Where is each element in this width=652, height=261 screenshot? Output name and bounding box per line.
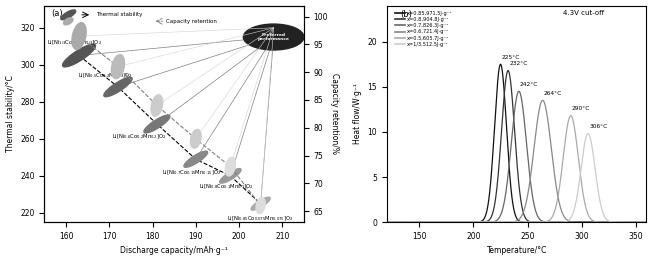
Text: 264°C: 264°C	[544, 91, 562, 96]
Ellipse shape	[251, 197, 270, 210]
Ellipse shape	[63, 18, 73, 25]
Circle shape	[243, 24, 304, 50]
Ellipse shape	[225, 157, 235, 176]
Legend: x=0.85,971.5J·g⁻¹, x=0.8,904.8J·g⁻¹, x=0.7,826.3J·g⁻¹, x=0.6,721.4J·g⁻¹, x=0.5,6: x=0.85,971.5J·g⁻¹, x=0.8,904.8J·g⁻¹, x=0…	[393, 9, 454, 49]
Ellipse shape	[220, 169, 241, 183]
Ellipse shape	[104, 77, 132, 97]
Text: Li[Ni$_{0.85}$Co$_{0.075}$Mn$_{0.075}$]O$_2$: Li[Ni$_{0.85}$Co$_{0.075}$Mn$_{0.075}$]O…	[228, 214, 294, 223]
Ellipse shape	[190, 129, 201, 148]
Y-axis label: Heat flow/W·g⁻¹: Heat flow/W·g⁻¹	[353, 84, 362, 144]
Text: 225°C: 225°C	[501, 55, 520, 60]
Ellipse shape	[184, 151, 207, 167]
Text: Li[Ni$_{1/3}$Co$_{1/3}$Mn$_{1/3}$]O$_2$: Li[Ni$_{1/3}$Co$_{1/3}$Mn$_{1/3}$]O$_2$	[47, 38, 102, 47]
X-axis label: Discharge capacity/mAh·g⁻¹: Discharge capacity/mAh·g⁻¹	[121, 246, 228, 256]
Ellipse shape	[111, 55, 125, 79]
Y-axis label: Thermal stability/°C: Thermal stability/°C	[6, 75, 14, 152]
Text: Thermal stability: Thermal stability	[96, 12, 143, 17]
Text: 306°C: 306°C	[589, 124, 608, 129]
Text: 232°C: 232°C	[509, 61, 527, 66]
Y-axis label: Capacity retention/%: Capacity retention/%	[330, 73, 339, 154]
Text: Capacity retention: Capacity retention	[166, 19, 216, 24]
Text: Li[Ni$_{0.8}$Co$_{0.1}$Mn$_{0.1}$]O$_2$: Li[Ni$_{0.8}$Co$_{0.1}$Mn$_{0.1}$]O$_2$	[199, 183, 254, 191]
Ellipse shape	[151, 95, 163, 116]
Text: 242°C: 242°C	[520, 82, 539, 87]
Text: Li[Ni$_{0.5}$Co$_{0.2}$Mn$_{0.3}$]O$_2$: Li[Ni$_{0.5}$Co$_{0.2}$Mn$_{0.3}$]O$_2$	[78, 72, 132, 80]
Text: 290°C: 290°C	[572, 106, 590, 111]
Text: (a): (a)	[51, 9, 63, 18]
Ellipse shape	[72, 23, 86, 49]
Text: Preferred
performance: Preferred performance	[258, 33, 289, 41]
Text: Li[Ni$_{0.6}$Co$_{0.2}$Mn$_{0.2}$]O$_2$: Li[Ni$_{0.6}$Co$_{0.2}$Mn$_{0.2}$]O$_2$	[112, 133, 167, 141]
Ellipse shape	[61, 10, 76, 20]
Text: (b): (b)	[400, 10, 412, 19]
Ellipse shape	[63, 44, 96, 67]
Text: 4.3V cut-off: 4.3V cut-off	[563, 10, 604, 16]
Text: Li[Ni$_{0.7}$Co$_{0.15}$Mn$_{0.15}$]O$_2$: Li[Ni$_{0.7}$Co$_{0.15}$Mn$_{0.15}$]O$_2…	[162, 168, 221, 177]
Ellipse shape	[256, 198, 265, 213]
Ellipse shape	[144, 115, 170, 133]
X-axis label: Temperature/°C: Temperature/°C	[486, 246, 547, 256]
